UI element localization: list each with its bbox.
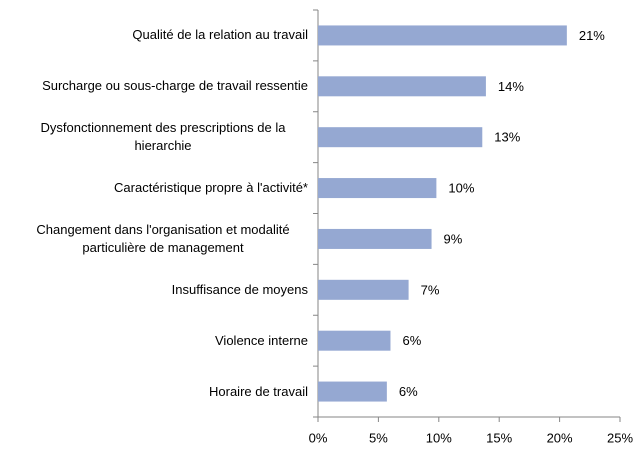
category-label-box: Violence interne <box>8 332 308 350</box>
data-label: 13% <box>494 130 520 145</box>
category-label: Caractéristique propre à l'activité* <box>114 180 308 196</box>
bar <box>318 330 391 351</box>
bar <box>318 228 432 249</box>
x-tick-label: 5% <box>369 430 388 445</box>
category-label-box: Qualité de la relation au travail <box>8 26 308 44</box>
data-label: 6% <box>399 384 418 399</box>
category-label: Qualité de la relation au travail <box>132 27 308 43</box>
category-label: Insuffisance de moyens <box>171 281 308 297</box>
bar <box>318 279 409 300</box>
category-label-box: Caractéristique propre à l'activité* <box>8 179 308 197</box>
data-label: 6% <box>402 333 421 348</box>
data-label: 10% <box>448 181 474 196</box>
data-label: 9% <box>444 231 463 246</box>
category-label: Horaire de travail <box>209 383 308 399</box>
x-tick-label: 10% <box>426 430 452 445</box>
category-label-box: Dysfonctionnement des prescriptions de l… <box>8 119 308 155</box>
bar <box>318 178 437 199</box>
x-tick-label: 25% <box>607 430 633 445</box>
x-tick-label: 20% <box>547 430 573 445</box>
category-label: Surcharge ou sous-charge de travail ress… <box>42 78 308 94</box>
data-label: 7% <box>421 282 440 297</box>
x-tick-label: 15% <box>486 430 512 445</box>
category-label: Changement dans l'organisation et modali… <box>36 221 290 255</box>
category-label-box: Changement dans l'organisation et modali… <box>8 221 308 257</box>
bar <box>318 76 486 97</box>
data-label: 21% <box>579 28 605 43</box>
category-label: Violence interne <box>215 332 308 348</box>
bar <box>318 127 483 148</box>
x-tick-label: 0% <box>309 430 328 445</box>
bar <box>318 381 387 402</box>
category-label: Dysfonctionnement des prescriptions de l… <box>40 120 286 154</box>
category-label-box: Horaire de travail <box>8 383 308 401</box>
category-label-box: Insuffisance de moyens <box>8 281 308 299</box>
data-label: 14% <box>498 79 524 94</box>
category-label-box: Surcharge ou sous-charge de travail ress… <box>8 77 308 95</box>
bar <box>318 25 567 46</box>
